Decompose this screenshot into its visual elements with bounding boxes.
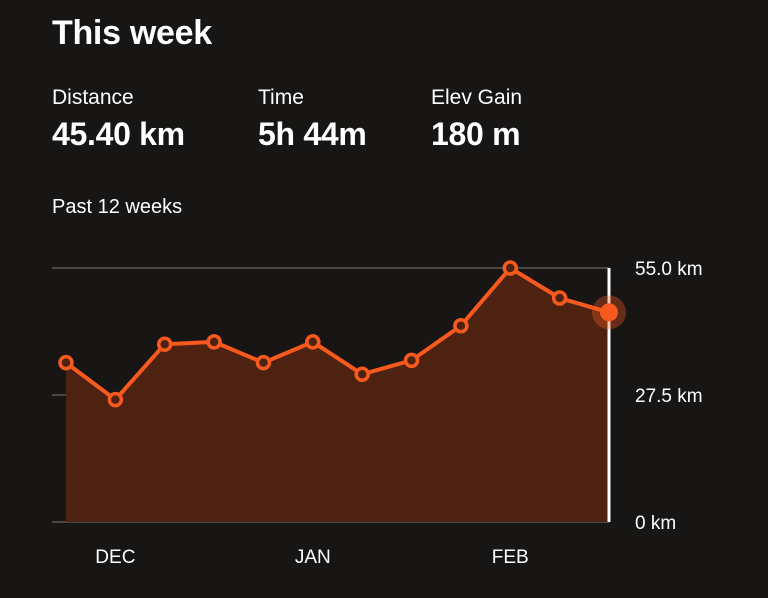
page-title: This week	[52, 14, 212, 52]
data-point-12	[600, 303, 618, 322]
stat-elev-gain-label: Elev Gain	[431, 86, 523, 109]
data-point-4	[206, 334, 222, 350]
stat-elev-gain-value: 180 m	[431, 116, 521, 152]
stat-distance-label: Distance	[52, 86, 134, 109]
data-point-6	[305, 334, 321, 350]
y-tick-label-1: 27.5 km	[635, 386, 703, 407]
area-fill	[66, 268, 609, 522]
data-point-10	[502, 260, 519, 276]
stat-time-value: 5h 44m	[258, 116, 367, 152]
y-tick-label-2: 55.0 km	[635, 259, 703, 280]
stat-distance-value: 45.40 km	[52, 116, 185, 152]
data-point-8	[403, 352, 420, 369]
series-line	[64, 266, 611, 402]
data-point-7	[354, 366, 370, 382]
y-tick-label-0: 0 km	[635, 513, 676, 534]
data-point-9	[453, 317, 469, 334]
stat-elev-gain: Elev Gain 180 m	[431, 86, 522, 153]
x-month-label-jan: JAN	[295, 547, 331, 568]
data-point-3	[156, 336, 173, 352]
x-month-label-dec: DEC	[95, 547, 135, 568]
stat-time: Time 5h 44m	[258, 86, 367, 153]
data-point-5	[255, 354, 272, 371]
data-point-1	[58, 354, 74, 371]
x-month-label-feb: FEB	[492, 547, 529, 568]
stat-time-label: Time	[258, 86, 304, 109]
chart-subtitle: Past 12 weeks	[52, 196, 183, 218]
data-point-2	[107, 391, 124, 408]
data-point-11	[551, 290, 568, 306]
stat-distance: Distance 45.40 km	[52, 86, 185, 153]
